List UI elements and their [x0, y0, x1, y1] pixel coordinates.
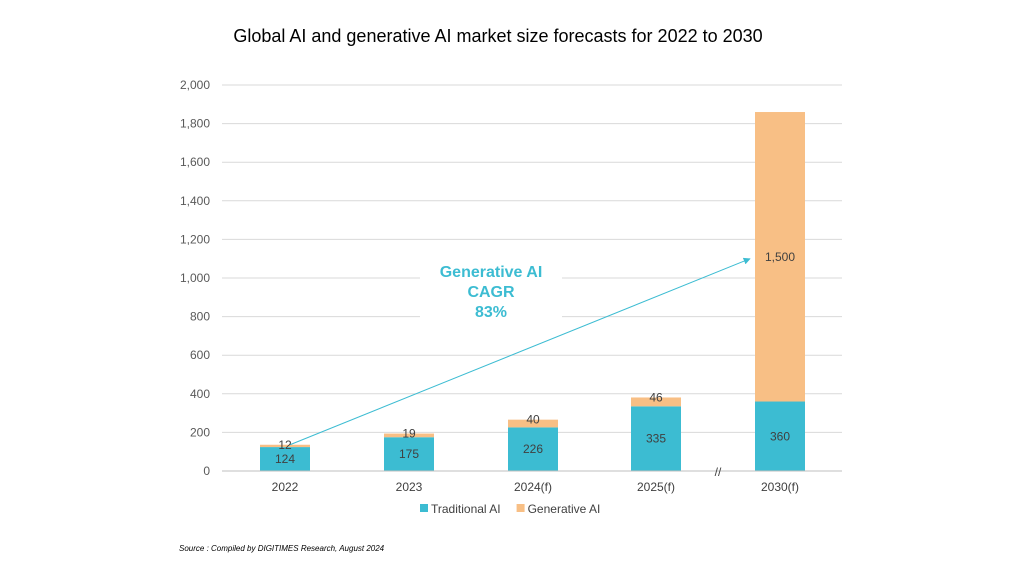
- legend-label-traditional-ai: Traditional AI: [431, 502, 501, 516]
- y-tick-0: 0: [203, 464, 210, 478]
- y-tick-600: 600: [190, 348, 210, 362]
- y-tick-1-600: 1,600: [180, 155, 210, 169]
- y-tick-200: 200: [190, 425, 210, 439]
- x-tick-2024-f: 2024(f): [514, 480, 552, 494]
- legend-swatch-generative-ai: [516, 504, 525, 512]
- chart-title: Global AI and generative AI market size …: [233, 26, 762, 46]
- cagr-annotation: Generative AI CAGR 83%: [289, 257, 751, 446]
- data-label-traditional-ai-2022: 124: [275, 452, 295, 466]
- x-tick-2030-f: 2030(f): [761, 480, 799, 494]
- source-note: Source : Compiled by DIGITIMES Research,…: [179, 544, 385, 553]
- bar-generative-ai-2025-f: [631, 397, 681, 407]
- y-axis-ticks: 0 200 400 600 800 1,000 1,200 1,400 1,600 1,800 2,…: [180, 78, 210, 478]
- x-axis: 2022 2023 2024(f) 2025(f) 2030(f) //: [222, 465, 842, 494]
- data-label-traditional-ai-2025-f: 335: [646, 432, 666, 446]
- y-tick-400: 400: [190, 387, 210, 401]
- legend-swatch-traditional-ai: [420, 504, 428, 512]
- cagr-text-cagr: CAGR: [467, 284, 515, 301]
- data-label-traditional-ai-2023: 175: [399, 447, 419, 461]
- x-tick-2025-f: 2025(f): [637, 480, 675, 494]
- bar-generative-ai-2024-f: [508, 419, 558, 428]
- data-label-traditional-ai-2030-f: 360: [770, 429, 790, 443]
- bar-traditional-ai-2025-f: [631, 406, 681, 471]
- legend-label-generative-ai: Generative AI: [528, 502, 601, 516]
- data-label-generative-ai-2030-f: 1,500: [765, 250, 795, 264]
- data-label-generative-ai-2024-f: 40: [526, 413, 540, 427]
- y-tick-1-400: 1,400: [180, 194, 210, 208]
- bar-traditional-ai-2030-f: [755, 401, 805, 471]
- bar-generative-ai-2030-f: [755, 112, 805, 402]
- y-tick-2-000: 2,000: [180, 78, 210, 92]
- bar-traditional-ai-2024-f: [508, 427, 558, 471]
- y-tick-1-800: 1,800: [180, 117, 210, 131]
- legend: Traditional AI Generative AI: [420, 502, 600, 516]
- y-tick-1-000: 1,000: [180, 271, 210, 285]
- x-tick-2022: 2022: [272, 480, 299, 494]
- bar-generative-ai-2023: [384, 433, 434, 438]
- bar-traditional-ai-2023: [384, 437, 434, 471]
- bars: [260, 112, 805, 471]
- y-tick-800: 800: [190, 310, 210, 324]
- cagr-text-background: [420, 258, 562, 326]
- data-label-generative-ai-2022: 12: [278, 438, 292, 452]
- bar-generative-ai-2022: [260, 444, 310, 448]
- cagr-text-83: 83%: [475, 304, 507, 321]
- x-tick-2023: 2023: [396, 480, 423, 494]
- data-label-traditional-ai-2024-f: 226: [523, 442, 543, 456]
- cagr-arrow: [289, 257, 751, 446]
- y-tick-1-200: 1,200: [180, 232, 210, 246]
- data-label-generative-ai-2023: 19: [402, 427, 416, 441]
- bar-traditional-ai-2022: [260, 447, 310, 471]
- axis-break-mark: //: [715, 465, 722, 479]
- cagr-text-generative-ai: Generative AI: [440, 264, 543, 281]
- data-label-generative-ai-2025-f: 46: [649, 390, 663, 404]
